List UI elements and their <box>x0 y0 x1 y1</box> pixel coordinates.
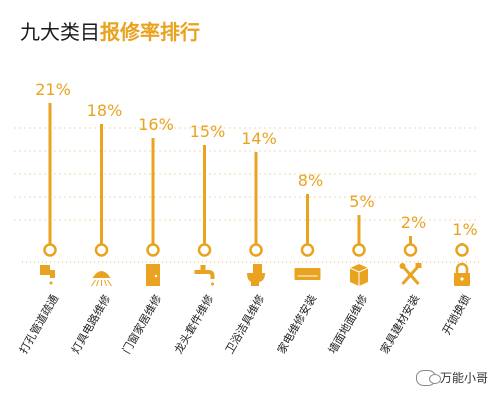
value-label: 2% <box>401 213 426 232</box>
value-label: 15% <box>190 122 226 141</box>
toilet-icon <box>247 264 265 286</box>
tools-icon <box>399 263 422 285</box>
bar-dot <box>300 243 315 257</box>
bar-dot <box>146 243 160 257</box>
shower-icon <box>91 271 112 287</box>
padlock-icon <box>454 262 470 286</box>
watermark: 万能小哥 <box>415 369 488 386</box>
bar-dot <box>197 243 212 257</box>
value-label: 1% <box>452 220 477 239</box>
value-label: 8% <box>298 171 323 190</box>
value-label: 14% <box>241 129 277 148</box>
value-label: 16% <box>138 115 174 134</box>
door-icon <box>146 264 160 286</box>
pipe-icon <box>40 265 55 285</box>
air-conditioner-icon <box>294 268 321 280</box>
title-highlight: 报修率排行 <box>100 20 200 44</box>
bar-dot <box>43 243 57 257</box>
value-label: 21% <box>35 80 71 99</box>
box-icon <box>349 264 369 286</box>
bar-dot <box>455 243 469 257</box>
bar-dot <box>94 243 109 257</box>
wechat-icon <box>415 369 441 386</box>
bar-dot <box>403 243 418 257</box>
value-label: 5% <box>349 192 374 211</box>
watermark-text: 万能小哥 <box>439 371 488 385</box>
value-label: 18% <box>87 101 123 120</box>
faucet-icon <box>194 265 215 286</box>
bar-dot <box>352 243 366 257</box>
bar-dot <box>249 243 263 257</box>
title-prefix: 九大类目 <box>20 20 100 44</box>
chart-title: 九大类目报修率排行 <box>20 16 200 46</box>
